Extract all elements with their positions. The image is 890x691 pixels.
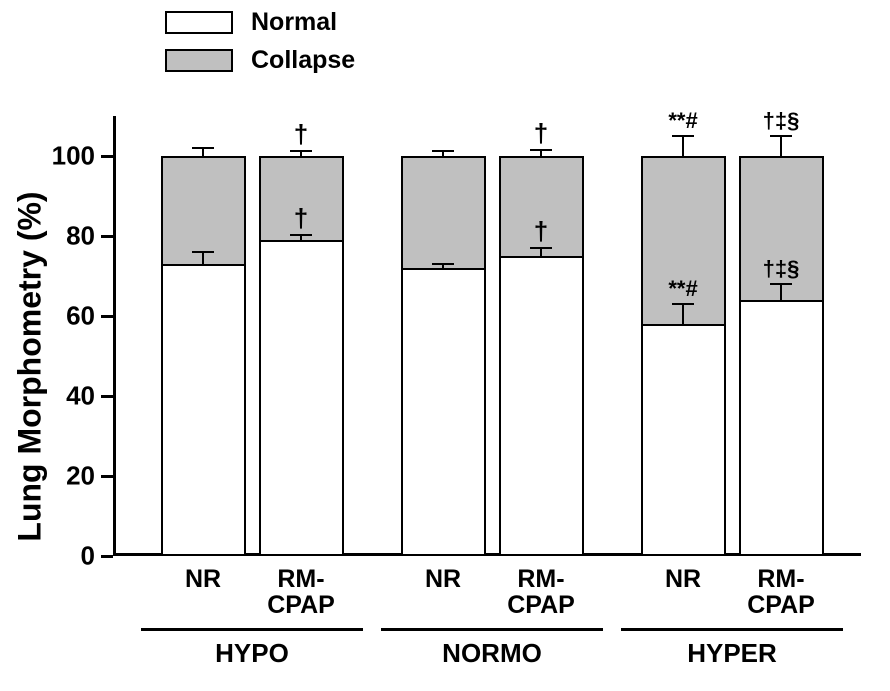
y-tick-label: 60	[35, 301, 95, 332]
legend: Normal Collapse	[165, 3, 355, 79]
y-tick	[101, 155, 113, 158]
errorbar-cap	[770, 135, 792, 138]
annotation: **#	[668, 276, 697, 302]
bar-collapse	[401, 156, 486, 271]
x-tick-label: RM-CPAP	[747, 566, 815, 619]
x-tick-label: RM-CPAP	[267, 566, 335, 619]
errorbar-cap	[530, 149, 552, 152]
legend-item-collapse: Collapse	[165, 41, 355, 79]
errorbar-cap	[530, 247, 552, 250]
errorbar-cap	[290, 234, 312, 237]
bar-normal-outline	[401, 268, 486, 556]
errorbar-cap	[192, 147, 214, 150]
errorbar	[780, 136, 783, 156]
y-tick	[101, 555, 113, 558]
y-tick	[101, 315, 113, 318]
y-tick-label: 20	[35, 461, 95, 492]
x-tick-label: NR	[665, 566, 701, 592]
group-underline	[381, 628, 603, 631]
annotation: †	[294, 119, 308, 150]
errorbar	[780, 284, 783, 300]
bar-normal-outline	[161, 264, 246, 556]
y-tick-label: 40	[35, 381, 95, 412]
x-tick-label: NR	[425, 566, 461, 592]
legend-label-collapse: Collapse	[251, 46, 355, 75]
group-underline	[621, 628, 843, 631]
group-underline	[141, 628, 363, 631]
errorbar	[682, 304, 685, 324]
bar-normal-outline	[259, 240, 344, 556]
legend-swatch-collapse	[165, 49, 233, 72]
annotation: †‡§	[763, 256, 800, 282]
y-tick	[101, 235, 113, 238]
bar-normal-outline	[739, 300, 824, 556]
y-axis	[113, 116, 116, 556]
errorbar-cap	[432, 150, 454, 153]
group-label: HYPER	[687, 638, 777, 669]
legend-label-normal: Normal	[251, 8, 337, 37]
annotation: †	[294, 203, 308, 234]
annotation: †‡§	[763, 108, 800, 134]
errorbar-cap	[770, 283, 792, 286]
x-tick-label: RM-CPAP	[507, 566, 575, 619]
errorbar-cap	[672, 135, 694, 138]
y-tick	[101, 395, 113, 398]
lung-morphometry-chart: Normal Collapse Lung Morphometry (%) 020…	[0, 0, 890, 691]
y-tick-label: 100	[35, 141, 95, 172]
errorbar	[202, 252, 205, 264]
annotation: **#	[668, 108, 697, 134]
y-tick-label: 80	[35, 221, 95, 252]
annotation: †	[534, 216, 548, 247]
group-label: HYPO	[215, 638, 289, 669]
x-tick-label: NR	[185, 566, 221, 592]
plot-area: 020406080100NR††RM-CPAPNR††RM-CPAP**#**#…	[113, 116, 861, 556]
errorbar-cap	[672, 303, 694, 306]
errorbar	[682, 136, 685, 156]
errorbar-cap	[192, 251, 214, 254]
legend-item-normal: Normal	[165, 3, 355, 41]
bar-normal-outline	[641, 324, 726, 556]
y-tick-label: 0	[35, 541, 95, 572]
y-tick	[101, 475, 113, 478]
errorbar-cap	[290, 150, 312, 153]
group-label: NORMO	[442, 638, 542, 669]
legend-swatch-normal	[165, 11, 233, 34]
bar-normal-outline	[499, 256, 584, 556]
errorbar-cap	[432, 263, 454, 266]
annotation: †	[534, 118, 548, 149]
